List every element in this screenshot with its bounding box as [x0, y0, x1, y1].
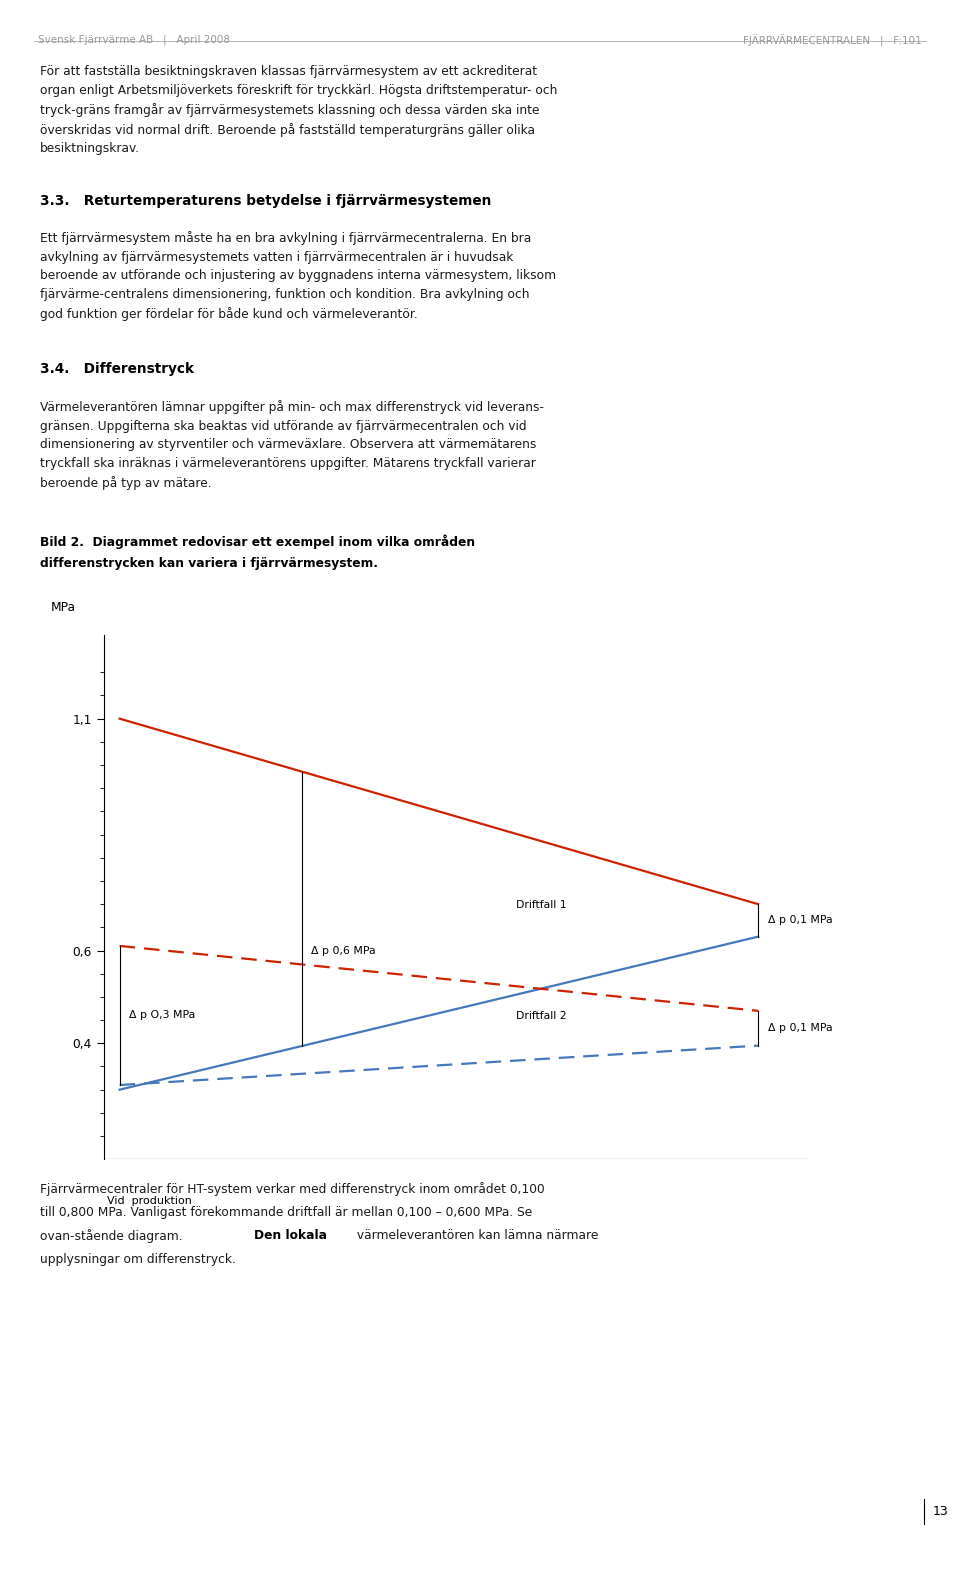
Text: 3.3.   Returtemperaturens betydelse i fjärrvärmesystemen: 3.3. Returtemperaturens betydelse i fjär… — [40, 194, 492, 208]
Text: upplysningar om differenstryck.: upplysningar om differenstryck. — [40, 1253, 236, 1266]
Text: Δ p 0,6 MPa: Δ p 0,6 MPa — [311, 946, 375, 956]
Text: till 0,800 MPa. Vanligast förekommande driftfall är mellan 0,100 – 0,600 MPa. Se: till 0,800 MPa. Vanligast förekommande d… — [40, 1205, 533, 1218]
Text: Bild 2.  Diagrammet redovisar ett exempel inom vilka områden: Bild 2. Diagrammet redovisar ett exempel… — [40, 534, 475, 549]
Text: ovan-stående diagram.: ovan-stående diagram. — [40, 1229, 187, 1243]
Text: Värmeleverantören lämnar uppgifter på min- och max differenstryck vid leverans-
: Värmeleverantören lämnar uppgifter på mi… — [40, 400, 544, 489]
Text: Svensk Fjärrvärme AB   |   April 2008: Svensk Fjärrvärme AB | April 2008 — [38, 35, 230, 44]
Text: För att fastställa besiktningskraven klassas fjärrvärmesystem av ett ackreditera: För att fastställa besiktningskraven kla… — [40, 65, 558, 156]
Text: 3.4.   Differenstryck: 3.4. Differenstryck — [40, 362, 194, 376]
Text: Ett fjärrvärmesystem måste ha en bra avkylning i fjärrvärmecentralerna. En bra
a: Ett fjärrvärmesystem måste ha en bra avk… — [40, 230, 557, 321]
Text: FJÄRRVÄRMECENTRALEN   |   F:101: FJÄRRVÄRMECENTRALEN | F:101 — [743, 35, 922, 46]
Text: värmeleverantören kan lämna närmare: värmeleverantören kan lämna närmare — [353, 1229, 599, 1242]
Text: Driftfall 2: Driftfall 2 — [516, 1012, 566, 1021]
Text: Δ p O,3 MPa: Δ p O,3 MPa — [130, 1010, 196, 1021]
Text: 13: 13 — [933, 1505, 948, 1518]
Text: differenstrycken kan variera i fjärrvärmesystem.: differenstrycken kan variera i fjärrvärm… — [40, 557, 378, 570]
Text: Den lokala: Den lokala — [254, 1229, 327, 1242]
Text: Driftfall 1: Driftfall 1 — [516, 900, 566, 910]
Text: Fjärrvärmecentraler för HT-system verkar med differenstryck inom området 0,100: Fjärrvärmecentraler för HT-system verkar… — [40, 1181, 545, 1196]
Text: Δ p 0,1 MPa: Δ p 0,1 MPa — [768, 915, 832, 926]
Text: Vid  produktion: Vid produktion — [108, 1196, 192, 1205]
Text: Δ p 0,1 MPa: Δ p 0,1 MPa — [768, 1023, 832, 1034]
Text: MPa: MPa — [51, 602, 76, 615]
